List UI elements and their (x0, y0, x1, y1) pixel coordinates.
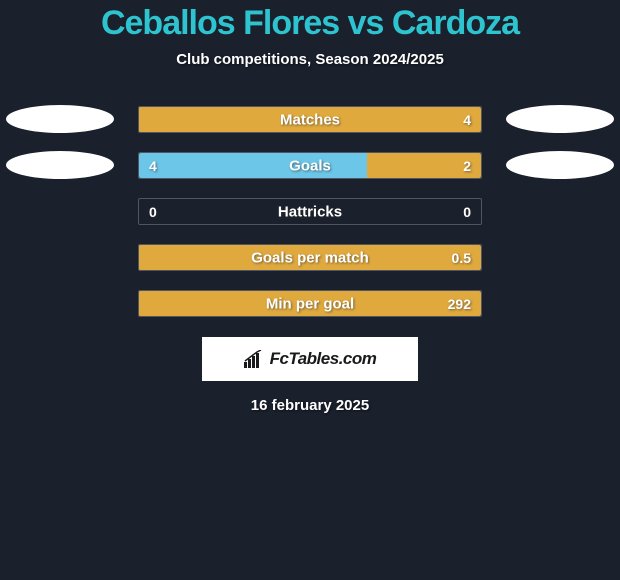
stat-value-right: 4 (463, 112, 471, 128)
player-marker-left (6, 151, 114, 179)
date-label: 16 february 2025 (251, 397, 369, 414)
stat-label: Hattricks (278, 203, 342, 220)
player-marker-right (506, 151, 614, 179)
stat-value-right: 0 (463, 204, 471, 220)
stat-label: Matches (280, 111, 340, 128)
player-marker-left (6, 105, 114, 133)
page-title: Ceballos Flores vs Cardoza (101, 4, 519, 43)
brand-text: FcTables.com (270, 349, 377, 369)
stat-bar: 0.5 Goals per match (138, 244, 482, 271)
stat-label: Goals per match (251, 249, 369, 266)
stat-bar-fill-left (139, 153, 367, 178)
stat-value-right: 2 (463, 158, 471, 174)
stat-label: Min per goal (266, 295, 354, 312)
stat-row: 292 Min per goal (0, 290, 620, 317)
stat-row: 0.5 Goals per match (0, 244, 620, 271)
stat-value-left: 4 (149, 158, 157, 174)
stat-row: 4 2 Goals (0, 152, 620, 179)
page-subtitle: Club competitions, Season 2024/2025 (176, 51, 444, 68)
brand-badge: FcTables.com (202, 337, 418, 381)
stat-row: 4 Matches (0, 106, 620, 133)
stat-bar: 4 Matches (138, 106, 482, 133)
player-marker-right (506, 105, 614, 133)
stat-value-right: 292 (448, 296, 471, 312)
comparison-chart: 4 Matches 4 2 Goals 0 0 Hattricks 0.5 Goals per m… (0, 106, 620, 317)
infographic-container: Ceballos Flores vs Cardoza Club competit… (0, 0, 620, 414)
stat-bar: 0 0 Hattricks (138, 198, 482, 225)
bar-chart-icon (244, 350, 266, 368)
stat-label: Goals (289, 157, 331, 174)
stat-value-left: 0 (149, 204, 157, 220)
stat-value-right: 0.5 (452, 250, 471, 266)
stat-row: 0 0 Hattricks (0, 198, 620, 225)
stat-bar: 4 2 Goals (138, 152, 482, 179)
stat-bar: 292 Min per goal (138, 290, 482, 317)
